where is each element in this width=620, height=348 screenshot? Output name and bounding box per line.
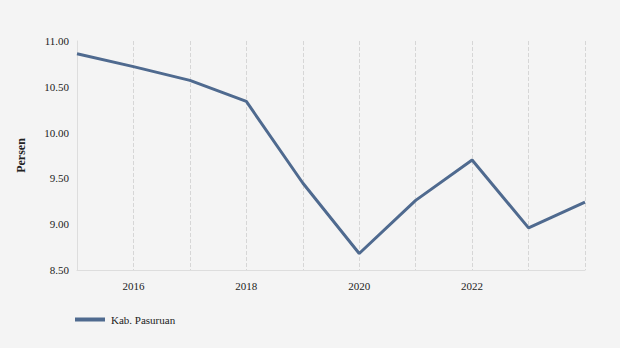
svg-text:Kab. Pasuruan: Kab. Pasuruan — [111, 314, 176, 326]
svg-text:10.50: 10.50 — [44, 81, 69, 93]
svg-text:2020: 2020 — [348, 280, 371, 292]
svg-text:2018: 2018 — [235, 280, 258, 292]
svg-text:9.50: 9.50 — [50, 172, 70, 184]
svg-text:2016: 2016 — [122, 280, 145, 292]
svg-text:11.00: 11.00 — [45, 35, 70, 47]
svg-text:Persen: Persen — [14, 138, 28, 173]
svg-text:10.00: 10.00 — [44, 127, 69, 139]
svg-text:8.50: 8.50 — [50, 264, 70, 276]
svg-text:2022: 2022 — [461, 280, 483, 292]
svg-text:9.00: 9.00 — [50, 218, 70, 230]
